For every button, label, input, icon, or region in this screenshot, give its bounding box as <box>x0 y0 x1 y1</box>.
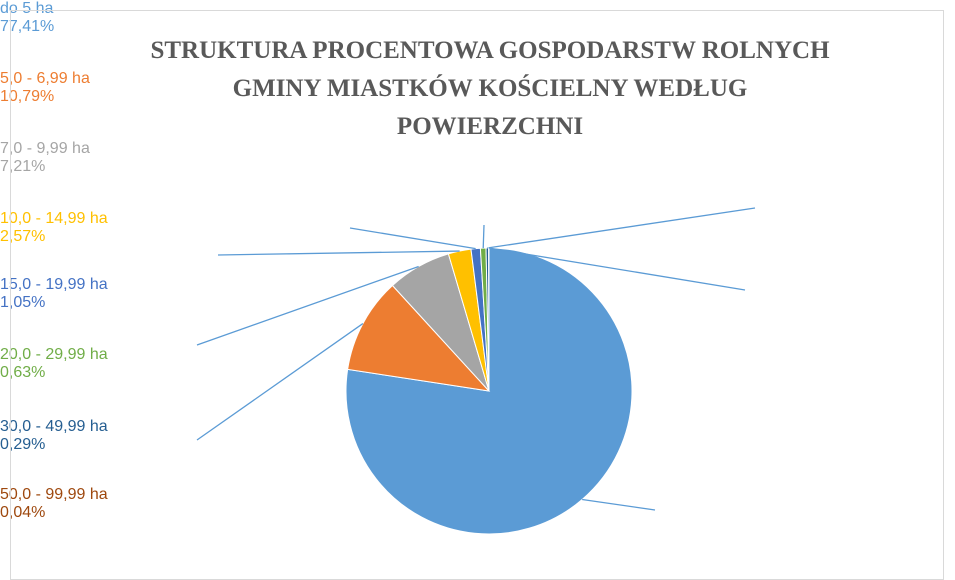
leader-line <box>582 499 655 510</box>
leader-line <box>197 324 363 440</box>
leader-line <box>483 225 484 248</box>
leader-line <box>218 251 460 255</box>
leader-line <box>350 228 476 249</box>
leader-line <box>487 208 755 248</box>
chart-title: STRUKTURA PROCENTOWA GOSPODARSTW ROLNYCH… <box>150 32 830 146</box>
